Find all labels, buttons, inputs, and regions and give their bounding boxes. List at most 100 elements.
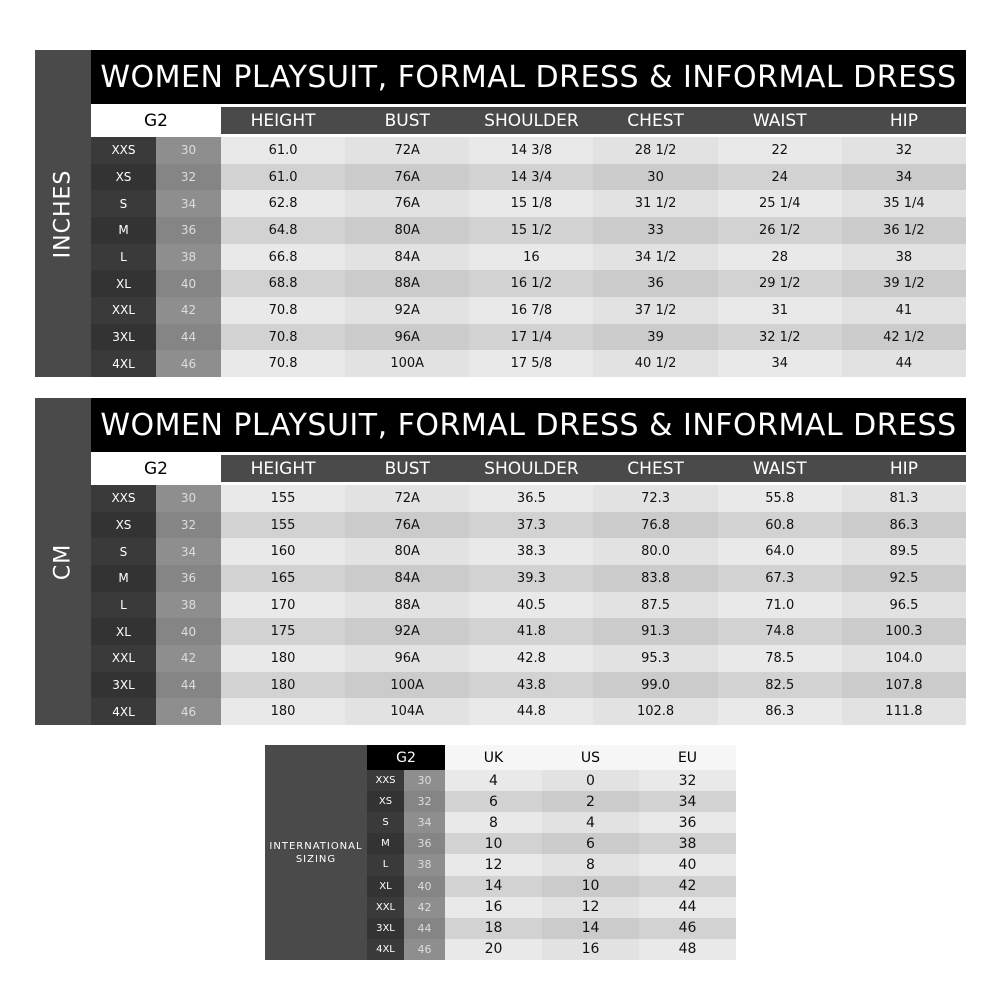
table-cell: 83.8 <box>593 565 718 592</box>
table-cell: 60.8 <box>717 511 842 539</box>
table-row: XXL 42 70.8 92A 16 7/8 37 1/2 31 41 <box>91 297 966 324</box>
table-cell: 180 <box>220 671 346 699</box>
table-body: XXS 30 4 0 32 XS 32 6 2 34 S 34 8 4 36 M 36 10 6 38 L 38 12 8 40… <box>367 770 736 960</box>
table-cell: 155 <box>220 485 346 512</box>
table-cell: 36 <box>593 270 718 298</box>
table-cell: 16 <box>542 938 639 960</box>
size-number: 46 <box>404 938 445 960</box>
column-header: WAIST <box>717 107 842 134</box>
table-cell: 38.3 <box>469 538 594 566</box>
table-cell: 40 <box>639 854 736 876</box>
size-number: 44 <box>155 671 221 699</box>
size-label: XXS <box>91 137 156 164</box>
size-number: 38 <box>155 591 221 619</box>
table-cell: 8 <box>445 812 542 834</box>
table-cell: 35 1/4 <box>841 190 966 218</box>
table-cell: 24 <box>717 163 842 191</box>
column-header: EU <box>639 745 736 770</box>
table-cell: 104A <box>345 698 470 726</box>
table-cell: 12 <box>542 896 639 918</box>
size-number: 44 <box>155 323 221 351</box>
size-number: 34 <box>404 812 445 834</box>
size-number: 36 <box>155 565 221 592</box>
unit-label: INCHES <box>50 169 76 258</box>
table-cell: 39.3 <box>469 565 594 592</box>
table-cell: 87.5 <box>593 591 718 619</box>
table-cell: 48 <box>639 938 736 960</box>
column-header: BUST <box>345 107 470 134</box>
table-cell: 61.0 <box>220 137 346 164</box>
table-cell: 99.0 <box>593 671 718 699</box>
table-cell: 16 <box>445 896 542 918</box>
table-cell: 72.3 <box>593 485 718 512</box>
table-row: 3XL 44 180 100A 43.8 99.0 82.5 107.8 <box>91 671 966 699</box>
table-cell: 34 <box>841 163 966 191</box>
table-cell: 76A <box>345 511 470 539</box>
size-number: 46 <box>155 350 221 378</box>
table-cell: 84A <box>345 565 470 592</box>
table-cell: 71.0 <box>717 591 842 619</box>
size-label: XXL <box>367 896 404 918</box>
table-row: XS 32 6 2 34 <box>367 791 736 813</box>
size-label: XL <box>367 875 404 897</box>
table-cell: 2 <box>542 791 639 813</box>
table-row: 4XL 46 180 104A 44.8 102.8 86.3 111.8 <box>91 698 966 726</box>
table-cell: 86.3 <box>841 511 966 539</box>
table-cell: 32 <box>841 137 966 164</box>
size-number: 36 <box>155 217 221 244</box>
size-label: S <box>367 812 404 834</box>
table-cell: 0 <box>542 770 639 792</box>
size-table-cm: CM WOMEN PLAYSUIT, FORMAL DRESS & INFORMA… <box>35 398 967 726</box>
g2-header: G2 <box>91 107 221 134</box>
size-label: XL <box>91 270 156 298</box>
table-cell: 37 1/2 <box>593 297 718 324</box>
table-row: XXS 30 61.0 72A 14 3/8 28 1/2 22 32 <box>91 137 966 164</box>
table-cell: 44 <box>639 896 736 918</box>
table-row: S 34 62.8 76A 15 1/8 31 1/2 25 1/4 35 1/4 <box>91 190 966 218</box>
size-number: 34 <box>155 538 221 566</box>
table-cell: 46 <box>639 917 736 939</box>
table-cell: 16 1/2 <box>469 270 594 298</box>
size-label: 4XL <box>91 350 156 378</box>
column-header: UK <box>445 745 542 770</box>
table-cell: 10 <box>542 875 639 897</box>
table-cell: 38 <box>639 833 736 855</box>
table-row: XXS 30 4 0 32 <box>367 770 736 792</box>
table-cell: 34 <box>639 791 736 813</box>
table-cell: 170 <box>220 591 346 619</box>
table-cell: 25 1/4 <box>717 190 842 218</box>
size-label: XXL <box>91 645 156 672</box>
table-cell: 92A <box>345 297 470 324</box>
table-cell: 175 <box>220 618 346 646</box>
table-cell: 17 5/8 <box>469 350 594 378</box>
table-title: WOMEN PLAYSUIT, FORMAL DRESS & INFORMAL … <box>91 50 966 104</box>
table-cell: 96.5 <box>841 591 966 619</box>
unit-label-panel: INCHES <box>35 50 91 377</box>
column-header: HEIGHT <box>220 455 346 482</box>
size-label: XXS <box>367 770 404 792</box>
table-cell: 18 <box>445 917 542 939</box>
table-cell: 41.8 <box>469 618 594 646</box>
table-cell: 34 1/2 <box>593 243 718 271</box>
table-cell: 4 <box>542 812 639 834</box>
table-row: S 34 160 80A 38.3 80.0 64.0 89.5 <box>91 538 966 566</box>
table-cell: 6 <box>445 791 542 813</box>
unit-label-panel: INTERNATIONAL SIZING <box>265 745 367 960</box>
table-cell: 96A <box>345 323 470 351</box>
size-label: L <box>91 243 156 271</box>
table-cell: 111.8 <box>841 698 966 726</box>
table-cell: 92A <box>345 618 470 646</box>
table-cell: 42 <box>639 875 736 897</box>
column-header: CHEST <box>593 107 718 134</box>
column-header: US <box>542 745 639 770</box>
table-cell: 10 <box>445 833 542 855</box>
size-number: 34 <box>155 190 221 218</box>
table-row: 3XL 44 18 14 46 <box>367 917 736 939</box>
size-label: XS <box>91 511 156 539</box>
table-cell: 36 <box>639 812 736 834</box>
size-number: 44 <box>404 917 445 939</box>
column-header: HIP <box>841 107 967 134</box>
table-row: XS 32 155 76A 37.3 76.8 60.8 86.3 <box>91 511 966 539</box>
table-cell: 102.8 <box>593 698 718 726</box>
table-cell: 100.3 <box>841 618 966 646</box>
